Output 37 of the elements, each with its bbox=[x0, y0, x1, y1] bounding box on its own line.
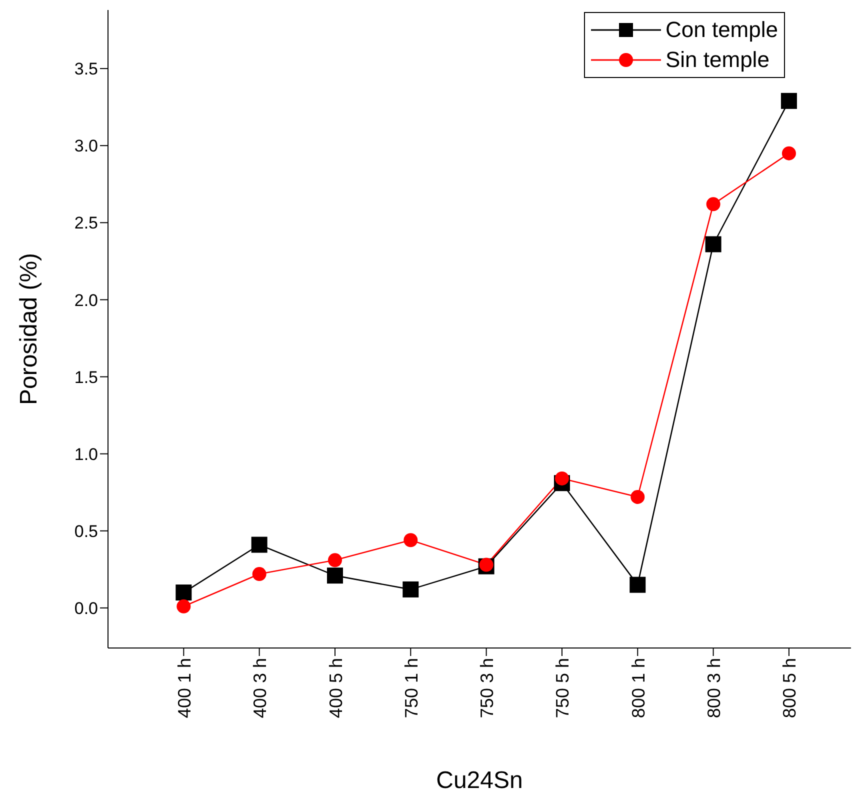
y-tick-label: 1.0 bbox=[74, 444, 98, 464]
point bbox=[706, 197, 720, 212]
point bbox=[630, 490, 645, 504]
x-tick-label: 750 1 h bbox=[401, 658, 422, 718]
x-tick-label: 800 1 h bbox=[628, 658, 648, 718]
x-tick-label: 800 5 h bbox=[780, 658, 800, 718]
y-tick-label: 0.5 bbox=[74, 522, 98, 541]
y-tick-label: 3.5 bbox=[74, 60, 98, 79]
y-tick-label: 2.5 bbox=[74, 214, 98, 233]
point bbox=[479, 558, 494, 572]
x-tick-label: 400 1 h bbox=[174, 658, 194, 718]
point bbox=[780, 92, 797, 109]
y-tick-label: 1.5 bbox=[74, 368, 98, 387]
point bbox=[554, 471, 569, 486]
point bbox=[251, 536, 268, 553]
point bbox=[176, 584, 192, 601]
point bbox=[176, 599, 191, 614]
legend-label: Sin temple bbox=[665, 47, 770, 73]
x-tick-label: 750 3 h bbox=[477, 658, 498, 718]
y-tick-label: 3.0 bbox=[74, 136, 98, 156]
x-axis-title: Cu24Sn bbox=[436, 767, 523, 794]
point bbox=[630, 576, 646, 593]
x-tick-label: 400 5 h bbox=[326, 658, 346, 718]
x-tick-label: 750 5 h bbox=[552, 658, 573, 718]
y-tick-label: 2.0 bbox=[74, 290, 98, 310]
x-tick-label: 800 3 h bbox=[704, 658, 724, 718]
point bbox=[404, 533, 418, 548]
point bbox=[252, 567, 266, 582]
point bbox=[402, 581, 419, 598]
point bbox=[705, 236, 722, 252]
point bbox=[326, 568, 343, 584]
x-tick-label: 400 3 h bbox=[250, 658, 270, 718]
y-axis-title: Porosidad (%) bbox=[16, 252, 43, 406]
legend-label: Con temple bbox=[665, 17, 778, 43]
y-tick-label: 0.0 bbox=[74, 598, 98, 618]
point bbox=[782, 146, 796, 160]
point bbox=[328, 553, 342, 568]
